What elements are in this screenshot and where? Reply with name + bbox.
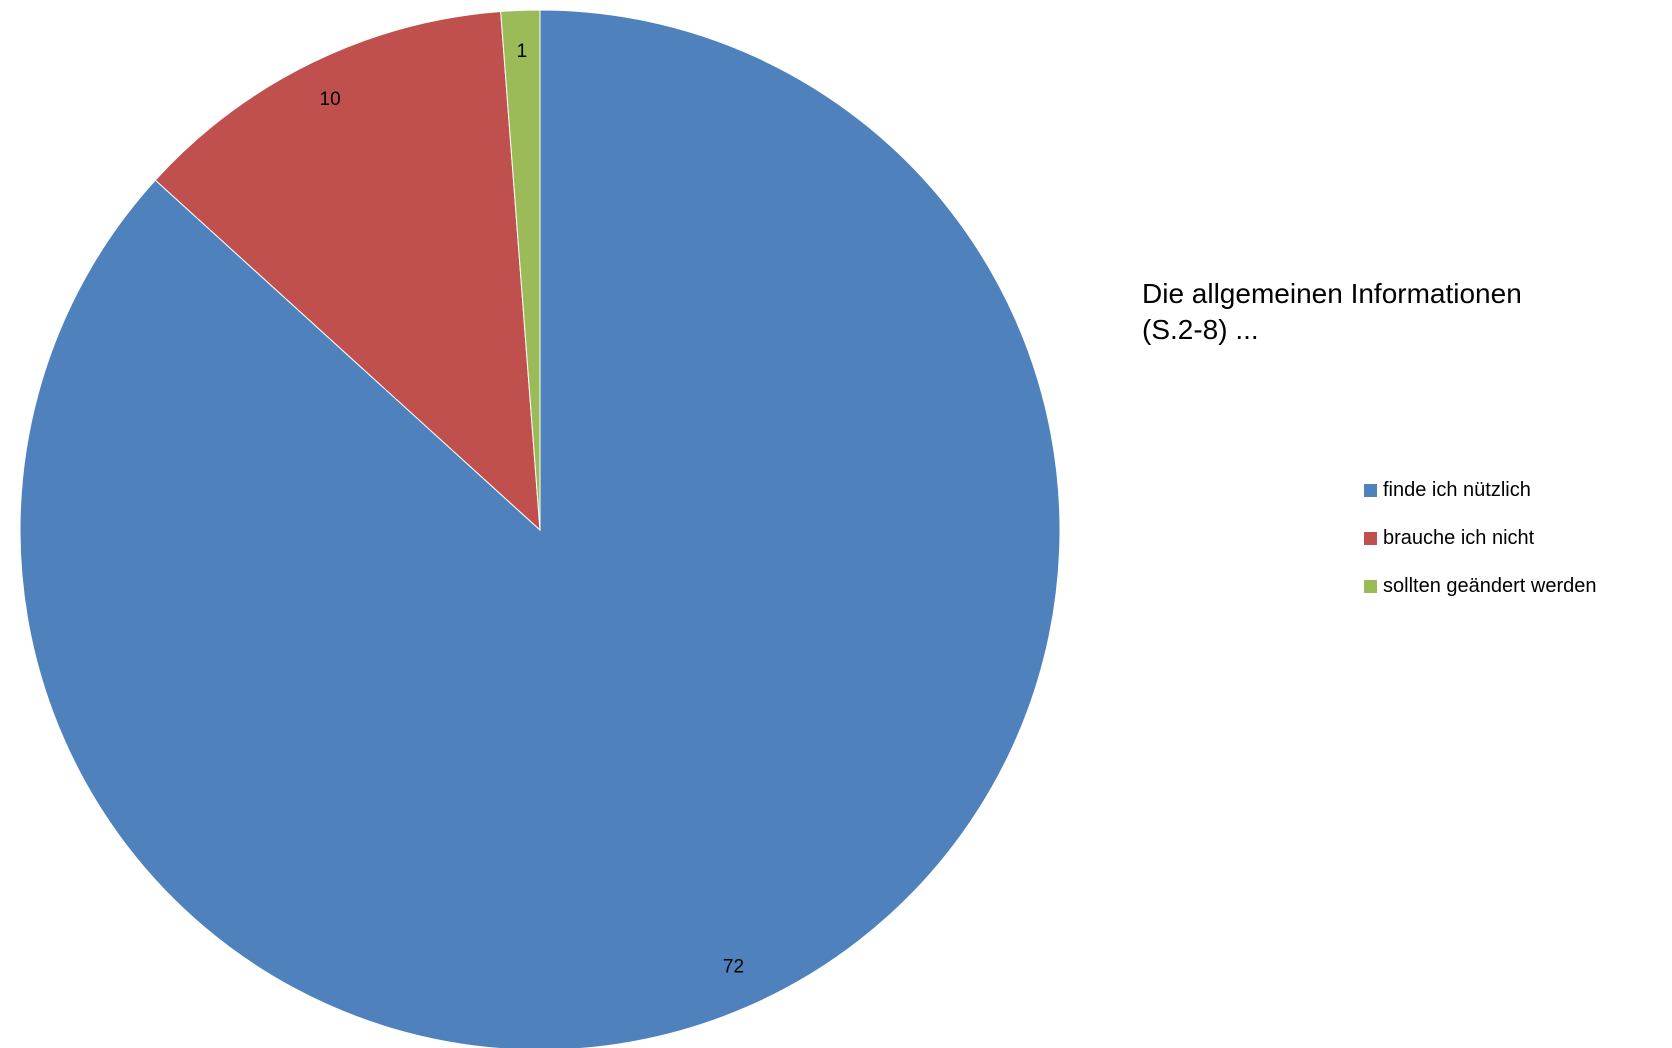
chart-title: Die allgemeinen Informationen (S.2-8) ..… (1142, 278, 1522, 345)
pie-slices (19, 9, 1061, 1048)
legend-label: brauche ich nicht (1383, 526, 1535, 549)
data-label-sollten-ge-ndert-werden: 1 (517, 41, 528, 62)
legend-swatch-red (1364, 531, 1377, 545)
legend-label: finde ich nützlich (1383, 478, 1531, 501)
legend-item-brauche-ich-nicht: brauche ich nicht (1364, 514, 1596, 562)
chart-legend: finde ich nützlich brauche ich nicht sol… (1364, 466, 1596, 610)
legend-item-sollten-geaendert-werden: sollten geändert werden (1364, 562, 1596, 610)
legend-label: sollten geändert werden (1383, 574, 1597, 597)
legend-swatch-blue (1364, 483, 1377, 497)
data-label-brauche-ich-nicht: 10 (320, 89, 341, 110)
pie-slice-sollten-ge-ndert-werden (500, 9, 541, 531)
legend-item-finde-ich-nuetzlich: finde ich nützlich (1364, 466, 1596, 514)
legend-swatch-green (1364, 579, 1377, 593)
data-label-finde-ich-n-tzlich: 72 (723, 957, 744, 978)
pie-data-labels: 72 10 1 (320, 41, 745, 978)
pie-slice-brauche-ich-nicht (154, 10, 541, 532)
